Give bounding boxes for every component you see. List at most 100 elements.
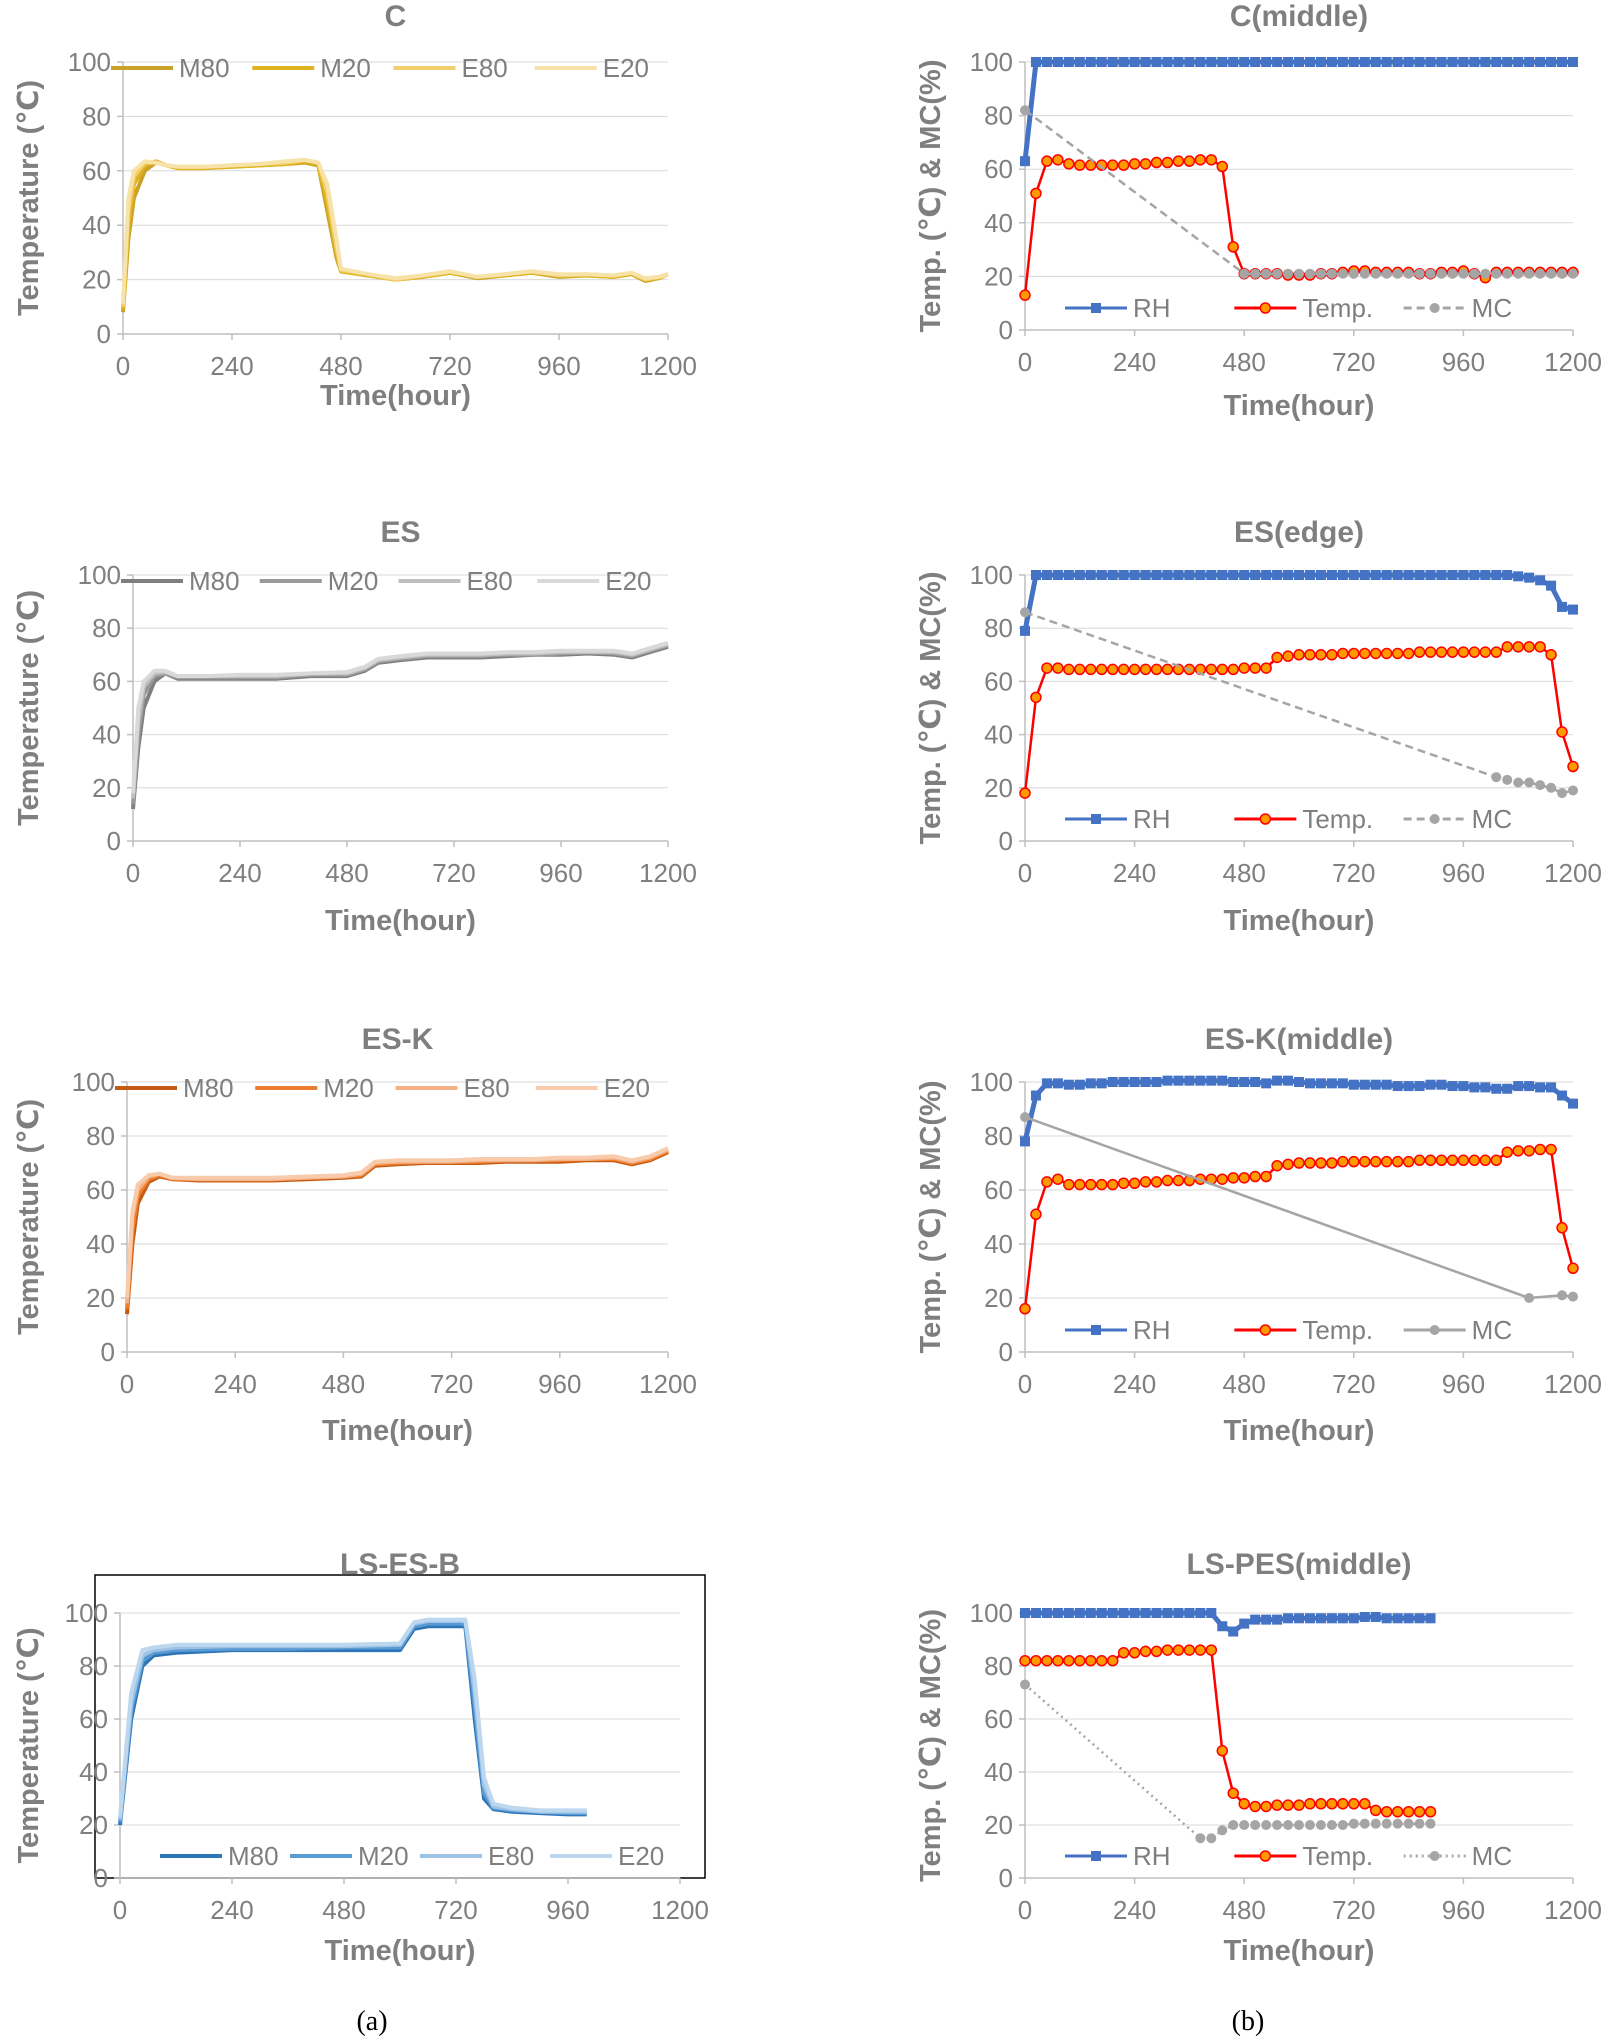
x-axis-title: Time(hour) (1224, 905, 1375, 937)
data-point (1074, 663, 1086, 676)
data-point (1513, 571, 1524, 582)
data-point (1063, 1079, 1074, 1090)
data-point (1369, 1804, 1382, 1817)
data-point (1140, 570, 1151, 580)
data-point (1491, 268, 1502, 279)
data-point (1020, 625, 1030, 636)
data-point (1294, 1820, 1304, 1830)
data-point (1568, 604, 1578, 615)
data-point (1041, 1176, 1053, 1188)
data-point (1381, 1079, 1392, 1090)
data-point (1326, 1820, 1337, 1830)
data-point (1172, 1174, 1185, 1187)
legend: M80 M20 E80 E20 (160, 1841, 664, 1871)
x-tick-label: 480 (1223, 1895, 1266, 1925)
legend: M80 M20 E80 E20 (111, 53, 649, 83)
series-e20 (125, 1146, 669, 1299)
data-point (1228, 57, 1239, 67)
data-point (1546, 1082, 1557, 1093)
data-point (1063, 663, 1075, 676)
data-point (1151, 1077, 1162, 1087)
data-point (1118, 57, 1129, 67)
data-point (1391, 1155, 1404, 1168)
data-point (1402, 647, 1415, 660)
data-point (1425, 1079, 1436, 1090)
data-point (1074, 1608, 1085, 1618)
y-tick-label: 100 (970, 1067, 1013, 1097)
data-point (1150, 156, 1163, 169)
data-point (1173, 57, 1184, 67)
data-point (1293, 649, 1305, 661)
data-point (1557, 57, 1568, 67)
data-point (1041, 1078, 1052, 1089)
data-point (1250, 570, 1261, 580)
data-point (1161, 156, 1174, 169)
data-point (1129, 1077, 1140, 1087)
data-point (1491, 772, 1502, 783)
data-point (1272, 1820, 1283, 1830)
data-point (1217, 1075, 1228, 1086)
legend-marker (1091, 303, 1101, 313)
data-point (1391, 1806, 1404, 1818)
data-point (1272, 268, 1283, 279)
data-point (1490, 646, 1503, 658)
y-tick-label: 100 (72, 1067, 115, 1097)
chart-title: ES-K(middle) (1205, 1023, 1393, 1056)
x-tick-label: 480 (1223, 1369, 1266, 1399)
legend-label: MC (1472, 293, 1512, 323)
data-point (1184, 1075, 1195, 1086)
series-line (1024, 1115, 1574, 1300)
data-point (1359, 57, 1370, 67)
data-point (1315, 570, 1326, 580)
y-axis-title: Temp. (℃) & MC(%) (915, 1081, 947, 1354)
data-point (1161, 1644, 1174, 1656)
data-point (1315, 649, 1327, 661)
data-point (1217, 1621, 1228, 1632)
y-tick-label: 20 (984, 1810, 1013, 1840)
x-tick-label: 960 (1442, 1895, 1485, 1925)
legend-marker (1091, 814, 1101, 824)
x-tick-label: 480 (325, 858, 368, 888)
y-axis-title: Temp. (℃) & MC(%) (915, 1609, 947, 1882)
data-point (1260, 1800, 1272, 1813)
legend-label: M80 (179, 53, 230, 83)
y-tick-label: 0 (999, 1863, 1013, 1893)
legend-label: E80 (464, 1073, 510, 1103)
data-point (1414, 57, 1425, 67)
legend-item: RH (1065, 1841, 1171, 1871)
y-tick-label: 0 (999, 826, 1013, 856)
data-point (1414, 1081, 1425, 1092)
data-point (1370, 1611, 1381, 1622)
data-point (1348, 1079, 1359, 1090)
data-point (1085, 1078, 1096, 1089)
x-tick-label: 480 (1223, 347, 1266, 377)
data-point (1205, 154, 1218, 166)
data-point (1261, 570, 1272, 580)
data-point (1096, 1078, 1107, 1089)
legend-marker (1259, 1324, 1272, 1336)
data-point (1458, 268, 1469, 279)
data-point (1370, 1818, 1381, 1829)
x-tick-label: 1200 (639, 1369, 697, 1399)
chart-title: ES-K (362, 1023, 434, 1056)
legend-marker (1429, 814, 1440, 824)
data-point (1019, 1654, 1031, 1667)
data-point (1469, 570, 1480, 580)
data-point (1283, 1613, 1294, 1624)
data-point (1414, 1613, 1425, 1624)
data-point (1294, 268, 1304, 279)
data-point (1337, 1155, 1349, 1168)
data-point (1435, 1154, 1448, 1167)
y-tick-label: 60 (984, 1175, 1013, 1205)
data-point (1359, 647, 1371, 660)
data-point (1085, 1178, 1097, 1191)
x-tick-label: 960 (1442, 1369, 1485, 1399)
chart-title: C (385, 0, 407, 33)
data-point (1249, 662, 1261, 674)
data-point (1128, 663, 1141, 676)
data-point (1249, 1170, 1261, 1183)
x-tick-label: 240 (1113, 858, 1156, 888)
data-point (1402, 1155, 1415, 1168)
data-point (1085, 1608, 1096, 1618)
